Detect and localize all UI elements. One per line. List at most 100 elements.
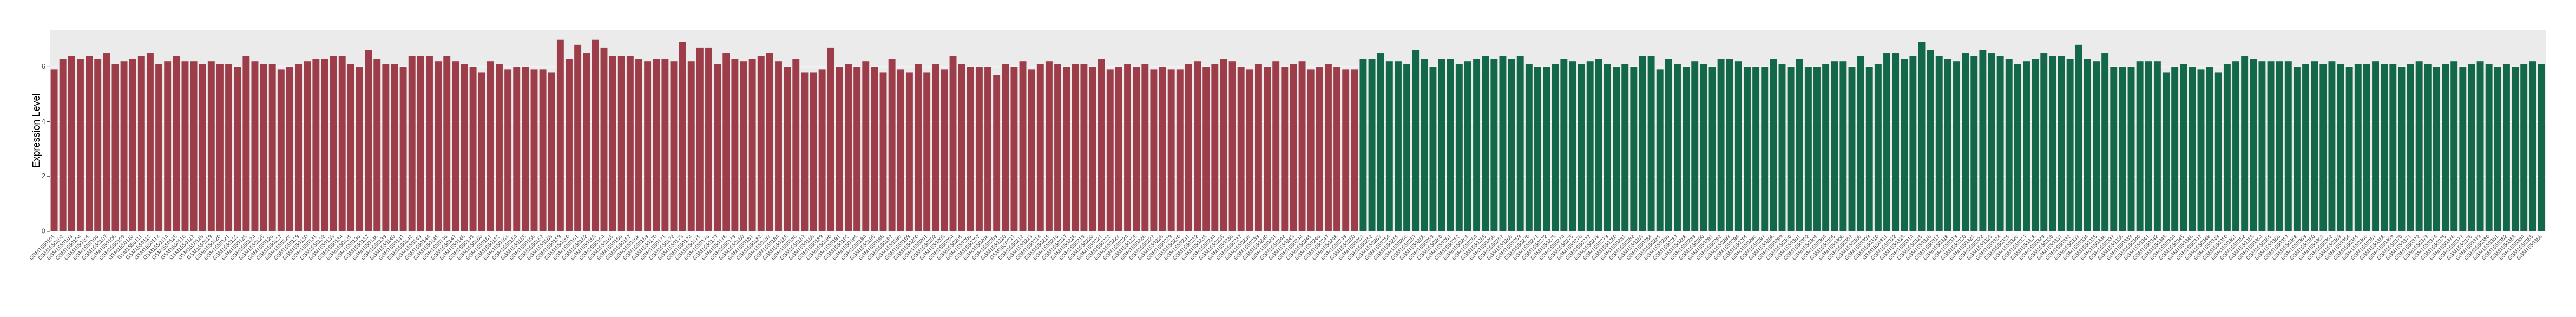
bar (1194, 61, 1201, 232)
bar (1167, 69, 1175, 231)
bar (1865, 67, 1873, 231)
bar (1124, 64, 1131, 231)
bar (59, 59, 67, 232)
bar (905, 72, 913, 231)
bar (2066, 59, 2074, 232)
bar (722, 53, 730, 231)
bar (1063, 67, 1070, 231)
bar (173, 56, 180, 231)
bar (321, 59, 328, 232)
bar (635, 59, 642, 232)
bar (566, 59, 573, 232)
bar (574, 44, 582, 231)
bar (1159, 67, 1166, 231)
bar (2075, 44, 2082, 231)
bar (2005, 59, 2013, 232)
bar (68, 56, 75, 231)
bar (2407, 64, 2414, 231)
bar (1438, 59, 1445, 232)
bar (2023, 61, 2030, 232)
bar (478, 72, 485, 231)
bar (2459, 67, 2467, 231)
bar (932, 64, 939, 231)
bar (2241, 56, 2249, 231)
bar (1429, 67, 1437, 231)
bar (1019, 61, 1027, 232)
bar (2189, 67, 2196, 231)
bar (871, 67, 878, 231)
bar (2311, 61, 2318, 232)
bar (1464, 61, 1471, 232)
bar (696, 47, 704, 232)
bar (2153, 61, 2161, 232)
bar (801, 72, 809, 231)
bar (1560, 59, 1568, 232)
bar (731, 59, 739, 232)
bar (1717, 59, 1725, 232)
bar (2450, 61, 2458, 232)
bar (1508, 59, 1515, 232)
bar (1613, 67, 1620, 231)
bar (1901, 59, 1908, 232)
bar (853, 67, 861, 231)
bar (1473, 59, 1481, 232)
bar (1377, 53, 1384, 231)
bar (1726, 59, 1733, 232)
bar (862, 61, 870, 232)
bar (1028, 69, 1035, 231)
bar (1176, 69, 1184, 231)
bar (76, 59, 84, 232)
bar (1778, 64, 1786, 231)
bar (2433, 67, 2440, 231)
bar (941, 69, 948, 231)
bar (1848, 67, 1856, 231)
bar (50, 69, 58, 231)
bar (923, 72, 931, 231)
bar (487, 61, 494, 232)
bar (469, 67, 477, 231)
bar (286, 67, 293, 231)
bar (714, 64, 721, 231)
bar (86, 56, 93, 231)
bar (2180, 64, 2187, 231)
bar (2127, 67, 2135, 231)
bar (1953, 61, 1960, 232)
bar (1761, 67, 1769, 231)
bar (1770, 59, 1777, 232)
bar (1089, 67, 1096, 231)
bar (137, 56, 145, 231)
bar (958, 64, 965, 231)
y-tick-label: 4 (42, 117, 45, 125)
bar (1228, 61, 1236, 232)
bar (1970, 56, 1978, 231)
bar (1447, 59, 1454, 232)
bar (1996, 56, 2004, 231)
bar (1002, 64, 1009, 231)
bar (1333, 67, 1341, 231)
bar (1543, 67, 1550, 231)
bar (1072, 64, 1079, 231)
bar (644, 61, 652, 232)
bar (1744, 67, 1751, 231)
bar (1752, 67, 1760, 231)
bar (260, 64, 267, 231)
bar (2049, 56, 2056, 231)
bar (1604, 64, 1611, 231)
bar (1674, 64, 1681, 231)
bar (2293, 67, 2301, 231)
bar (2468, 64, 2475, 231)
bar (1080, 64, 1088, 231)
bar (1857, 56, 1864, 231)
bar (1115, 67, 1122, 231)
bar (740, 61, 747, 232)
bar (111, 64, 119, 231)
bar (1935, 56, 1943, 231)
bar (1962, 53, 1969, 231)
y-tick-label: 2 (42, 172, 45, 180)
bar (984, 67, 991, 231)
bar (2258, 61, 2266, 232)
bar (408, 56, 416, 231)
bar (2424, 64, 2432, 231)
bar (1455, 64, 1463, 231)
bar (2084, 59, 2091, 232)
